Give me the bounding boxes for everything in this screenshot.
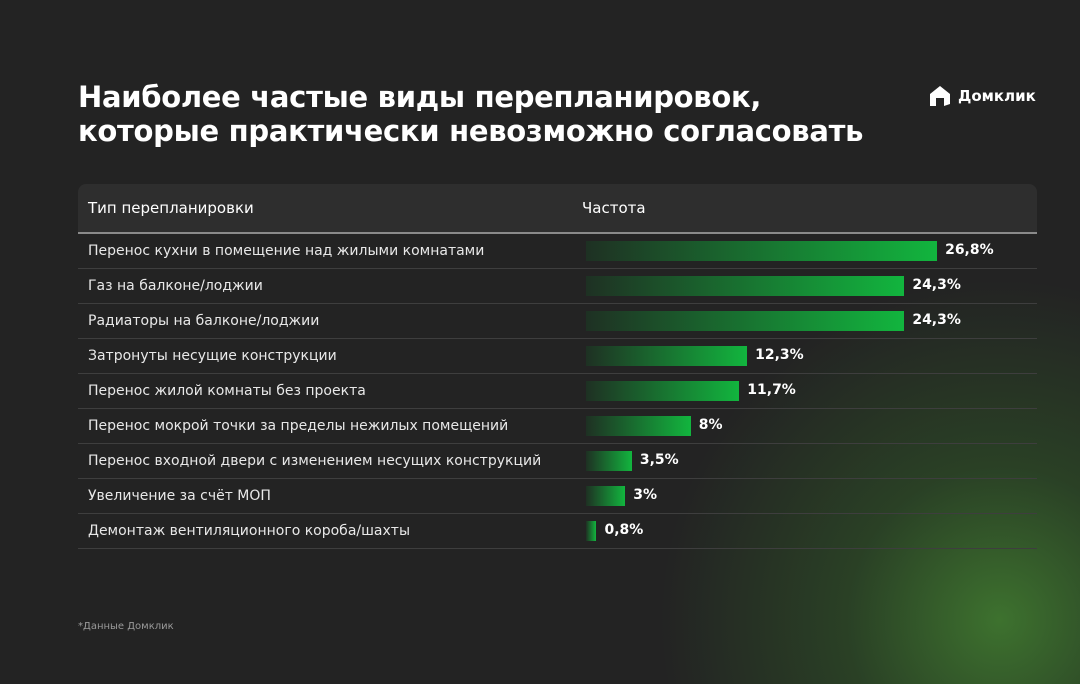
table-header: Тип перепланировки Частота xyxy=(78,184,1037,234)
value-label: 24,3% xyxy=(912,312,961,328)
value-label: 0,8% xyxy=(604,522,644,538)
bar xyxy=(586,486,626,506)
header-type: Тип перепланировки xyxy=(88,199,254,217)
table-row: Перенос входной двери с изменением несущ… xyxy=(78,444,1037,479)
domclick-logo: Домклик xyxy=(928,84,1036,108)
value-label: 3,5% xyxy=(639,452,679,468)
bar xyxy=(586,276,905,296)
value-label: 11,7% xyxy=(747,382,796,398)
row-label: Перенос жилой комнаты без проекта xyxy=(88,383,366,399)
bar xyxy=(586,416,691,436)
title-line-1: Наиболее частые виды перепланировок, xyxy=(78,80,762,114)
chart-table: Тип перепланировки Частота Перенос кухни… xyxy=(78,184,1037,549)
table-row: Газ на балконе/лоджии 24,3% xyxy=(78,269,1037,304)
bar xyxy=(586,346,748,366)
value-label: 3% xyxy=(633,487,658,503)
page-title: Наиболее частые виды перепланировок, кото… xyxy=(78,80,863,148)
house-logo-icon xyxy=(930,86,950,106)
table-row: Радиаторы на балконе/лоджии 24,3% xyxy=(78,304,1037,339)
logo-text: Домклик xyxy=(958,87,1036,105)
value-label: 12,3% xyxy=(755,347,804,363)
bar xyxy=(586,451,632,471)
table-row: Перенос мокрой точки за пределы нежилых … xyxy=(78,409,1037,444)
row-label: Перенос кухни в помещение над жилыми ком… xyxy=(88,243,485,259)
value-label: 26,8% xyxy=(945,242,994,258)
title-line-2: которые практически невозможно согласова… xyxy=(78,114,864,148)
table-row: Демонтаж вентиляционного короба/шахты 0,8… xyxy=(78,514,1037,549)
bar xyxy=(586,241,938,261)
row-label: Увеличение за счёт МОП xyxy=(88,488,271,504)
header-frequency: Частота xyxy=(582,199,646,217)
bar xyxy=(586,311,905,331)
table-row: Перенос кухни в помещение над жилыми ком… xyxy=(78,234,1037,269)
table-body: Перенос кухни в помещение над жилыми ком… xyxy=(78,234,1037,549)
row-label: Затронуты несущие конструкции xyxy=(88,348,337,364)
value-label: 8% xyxy=(698,417,723,433)
row-label: Перенос мокрой точки за пределы нежилых … xyxy=(88,418,509,434)
bar xyxy=(586,521,597,541)
table-row: Перенос жилой комнаты без проекта 11,7% xyxy=(78,374,1037,409)
bar xyxy=(586,381,740,401)
row-label: Демонтаж вентиляционного короба/шахты xyxy=(88,523,410,539)
row-label: Радиаторы на балконе/лоджии xyxy=(88,313,320,329)
footnote: *Данные Домклик xyxy=(78,621,174,632)
table-row: Увеличение за счёт МОП 3% xyxy=(78,479,1037,514)
row-label: Перенос входной двери с изменением несущ… xyxy=(88,453,542,469)
table-row: Затронуты несущие конструкции 12,3% xyxy=(78,339,1037,374)
value-label: 24,3% xyxy=(912,277,961,293)
row-label: Газ на балконе/лоджии xyxy=(88,278,263,294)
